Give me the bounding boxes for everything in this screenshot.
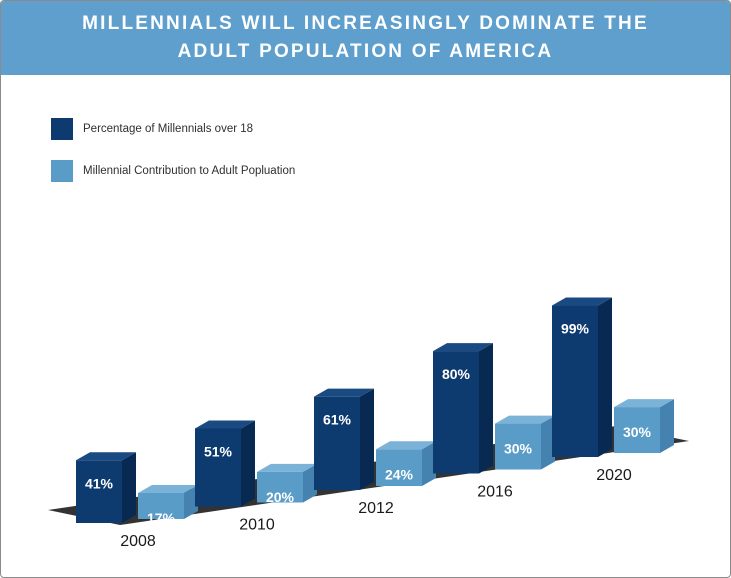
bar-series-1 — [76, 460, 122, 523]
bar-series-1 — [314, 396, 360, 490]
bar-series-2-top — [614, 399, 674, 408]
bar-series-1-side — [360, 388, 374, 490]
legend-swatch-series-1 — [51, 118, 73, 140]
bar-series-2 — [495, 423, 541, 470]
x-tick-label: 2020 — [596, 467, 632, 484]
x-tick-label: 2008 — [120, 533, 156, 550]
bar-series-2 — [614, 407, 660, 453]
data-label-series-1: 51% — [204, 443, 233, 459]
bar-series-1-side — [479, 343, 493, 474]
data-label-series-2: 24% — [385, 466, 414, 482]
data-label-series-2: 30% — [623, 424, 652, 440]
chart-title-line-2: ADULT POPULATION OF AMERICA — [177, 41, 554, 62]
bar-series-1-side — [122, 452, 136, 523]
bar-series-1-side — [598, 297, 612, 457]
x-tick-label: 2010 — [239, 517, 275, 534]
bar-series-1-side — [241, 420, 255, 507]
bar-series-1-top — [552, 297, 612, 306]
legend: Percentage of Millennials over 18 Millen… — [51, 117, 295, 201]
data-label-series-2: 20% — [266, 489, 295, 505]
data-label-series-1: 99% — [561, 321, 590, 337]
data-label-series-1: 61% — [323, 412, 352, 428]
bar-series-2-side — [660, 399, 674, 453]
bar-series-2-top — [257, 463, 317, 472]
x-tick-label: 2016 — [477, 484, 513, 501]
chart-title-line-1: MILLENNIALS WILL INCREASINGLY DOMINATE T… — [82, 13, 649, 34]
x-tick-label: 2012 — [358, 500, 394, 517]
bar-series-2 — [257, 471, 303, 503]
legend-label-series-2: Millennial Contribution to Adult Popluat… — [83, 165, 296, 177]
bar-series-2 — [138, 492, 184, 519]
bar-series-2-top — [376, 441, 436, 450]
bar-series-2-side — [303, 463, 317, 503]
bar-series-1 — [433, 351, 479, 474]
bar-series-2 — [376, 449, 422, 486]
legend-label-series-1: Percentage of Millennials over 18 — [83, 123, 254, 135]
legend-item-series-1: Percentage of Millennials over 18 — [51, 117, 295, 141]
header-banner: MILLENNIALS WILL INCREASINGLY DOMINATE T… — [1, 1, 730, 75]
bar-series-2-side — [184, 484, 198, 519]
bar-series-2-top — [138, 484, 198, 493]
bar-series-1 — [552, 305, 598, 457]
bar-series-1-top — [76, 452, 136, 461]
data-label-series-1: 80% — [442, 366, 471, 382]
bar-series-2-side — [541, 415, 555, 470]
data-label-series-2: 30% — [504, 441, 533, 457]
bar-series-2-top — [495, 415, 555, 424]
legend-swatch-series-2 — [51, 160, 73, 182]
bar-series-2-side — [422, 441, 436, 486]
bar-series-1-top — [433, 343, 493, 352]
bar-series-1-top — [195, 420, 255, 429]
bar-series-1-top — [314, 388, 374, 397]
bar-series-1 — [195, 428, 241, 507]
data-label-series-1: 41% — [85, 475, 114, 491]
data-label-series-2: 17% — [147, 510, 176, 526]
legend-item-series-2: Millennial Contribution to Adult Popluat… — [51, 159, 295, 183]
